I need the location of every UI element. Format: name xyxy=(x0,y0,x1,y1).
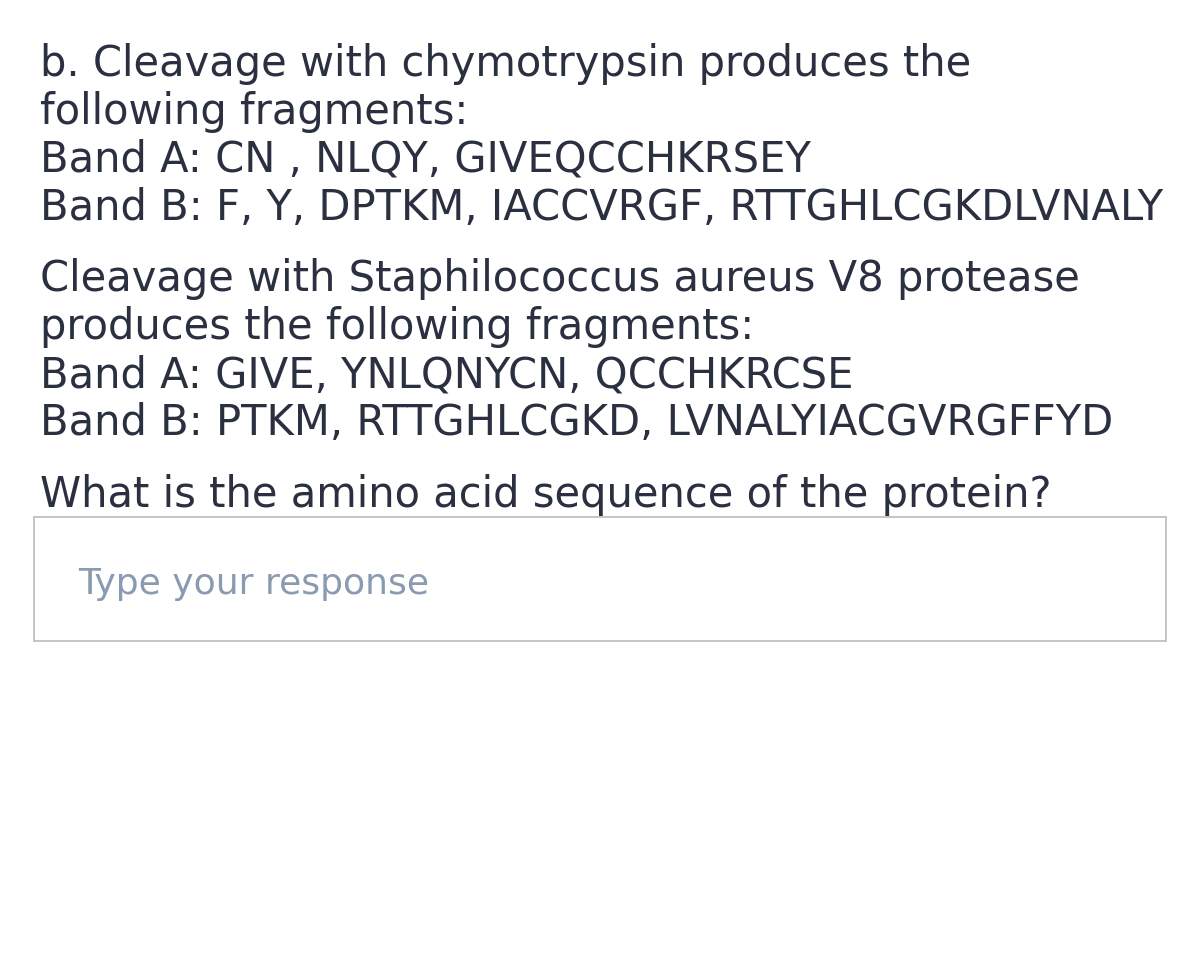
Text: b. Cleavage with chymotrypsin produces the: b. Cleavage with chymotrypsin produces t… xyxy=(40,43,971,85)
Text: Type your response: Type your response xyxy=(78,567,430,601)
Text: Band A: CN , NLQY, GIVEQCCHKRSEY: Band A: CN , NLQY, GIVEQCCHKRSEY xyxy=(40,139,810,181)
Text: Cleavage with Staphilococcus aureus V8 protease: Cleavage with Staphilococcus aureus V8 p… xyxy=(40,258,1080,300)
Text: following fragments:: following fragments: xyxy=(40,91,468,133)
Text: What is the amino acid sequence of the protein?: What is the amino acid sequence of the p… xyxy=(40,474,1051,516)
Text: Band A: GIVE, YNLQNYCN, QCCHKRCSE: Band A: GIVE, YNLQNYCN, QCCHKRCSE xyxy=(40,354,853,396)
FancyBboxPatch shape xyxy=(34,517,1166,641)
Text: Band B: F, Y, DPTKM, IACCVRGF, RTTGHLCGKDLVNALY: Band B: F, Y, DPTKM, IACCVRGF, RTTGHLCGK… xyxy=(40,187,1163,229)
Text: produces the following fragments:: produces the following fragments: xyxy=(40,306,754,348)
Text: Band B: PTKM, RTTGHLCGKD, LVNALYIACGVRGFFYD: Band B: PTKM, RTTGHLCGKD, LVNALYIACGVRGF… xyxy=(40,402,1112,444)
